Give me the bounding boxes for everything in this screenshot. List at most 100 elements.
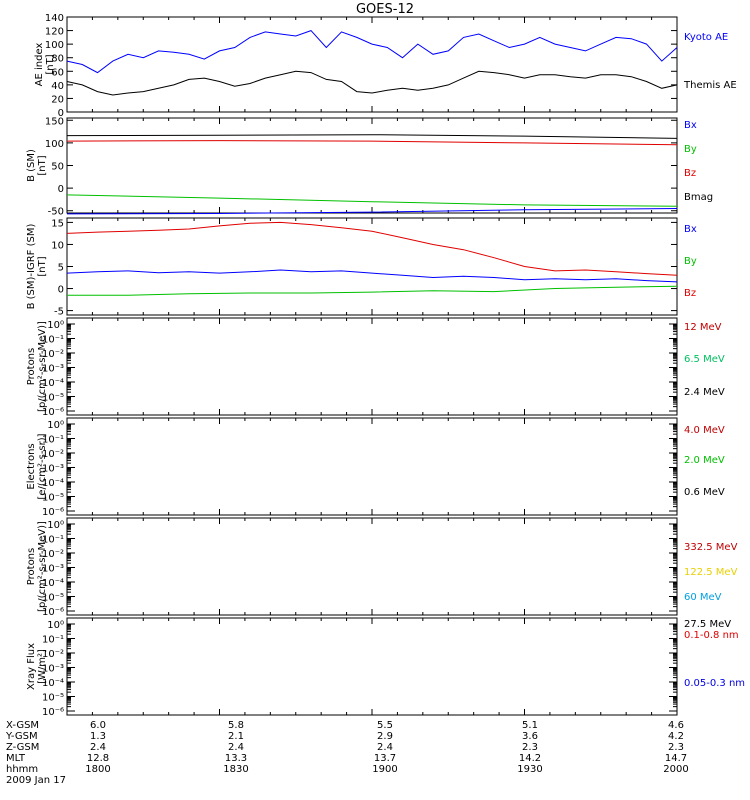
ephemeris-value: 2.4	[228, 742, 244, 753]
y-axis-label: AE index[nT]	[34, 43, 56, 87]
y-axis-label-line: Xray Flux	[26, 643, 37, 690]
legend-label: 122.5 MeV	[684, 567, 738, 578]
panel-frame	[66, 417, 678, 516]
series-line-by	[66, 194, 678, 207]
ephemeris-row-label: MLT	[6, 753, 26, 764]
ephemeris-value: 2.4	[377, 742, 393, 753]
y-tick-label: 10⁻³	[42, 364, 64, 375]
legend-label: By	[684, 256, 697, 267]
ephemeris-row-label: hhmm	[6, 764, 38, 775]
ephemeris-value: 1900	[372, 764, 397, 775]
ephemeris-value: 13.3	[225, 753, 247, 764]
series-line-kyoto-ae	[66, 30, 678, 74]
y-tick-label: 10⁻⁴	[42, 378, 64, 389]
y-axis-label: Electrons[e/(cm²-s-sr)]	[26, 433, 48, 499]
y-tick-label: 10⁻³	[42, 664, 64, 675]
ephemeris-value: 2.3	[522, 742, 538, 753]
ephemeris-value: 4.2	[668, 731, 684, 742]
legend-label: Bz	[684, 288, 696, 299]
legend-label: 4.0 MeV	[684, 425, 725, 436]
y-axis-label-line: B (SM)	[26, 149, 37, 182]
panel-6: Protons[p/(cm²-s-sr-MeV)]10⁻⁶ 10⁻⁵ 10⁻⁴ 10⁻…	[26, 517, 738, 630]
y-axis-label: B (SM)-IGRF (SM)[nT]	[26, 224, 48, 310]
y-tick-label: 120	[45, 27, 64, 38]
series-line-bmag	[66, 134, 678, 139]
ephemeris-value: 1.3	[90, 731, 106, 742]
y-axis-label-line: [p/(cm²-s-sr-MeV)]	[37, 321, 48, 412]
y-tick-label: 10⁻³	[42, 564, 64, 575]
y-tick-label: -5	[54, 307, 64, 318]
series-line-bx	[66, 208, 678, 215]
series-line-bz	[66, 221, 678, 276]
y-axis-label-line: Protons	[26, 348, 37, 385]
y-tick-label: 10⁻⁵	[42, 693, 64, 704]
ephemeris-value: 2000	[663, 764, 688, 775]
y-tick-label: 10⁻⁵	[42, 393, 64, 404]
y-axis-label-line: [nT]	[37, 155, 48, 175]
ephemeris-value: 1930	[517, 764, 542, 775]
ephemeris-row-label: X-GSM	[6, 720, 39, 731]
ephemeris-value: 2.1	[228, 731, 244, 742]
ephemeris-value: 13.7	[374, 753, 396, 764]
legend-label: 0.6 MeV	[684, 487, 725, 498]
y-tick-label: 0	[58, 108, 64, 119]
ephemeris-value: 5.1	[522, 720, 538, 731]
y-tick-label: 60	[51, 67, 64, 78]
y-axis-label-line: [nT]	[45, 54, 56, 74]
y-axis-label-line: Electrons	[26, 443, 37, 489]
ephemeris-value: 2.4	[90, 742, 106, 753]
legend-label: 60 MeV	[684, 592, 722, 603]
ephemeris-value: 6.0	[90, 720, 106, 731]
y-tick-label: 10⁻⁴	[42, 478, 64, 489]
y-axis-label-line: AE index	[34, 43, 45, 87]
panel-frame	[66, 16, 678, 113]
y-tick-label: 10⁰	[47, 620, 64, 631]
y-axis-label-line: B (SM)-IGRF (SM)	[26, 224, 37, 310]
series-line-by	[67, 285, 678, 296]
ephemeris-value: 3.6	[522, 731, 538, 742]
y-tick-label: 10⁰	[47, 320, 64, 331]
ephemeris-value: 5.5	[377, 720, 393, 731]
y-tick-label: 10⁰	[47, 420, 64, 431]
y-tick-label: 10⁻³	[42, 464, 64, 475]
ephemeris-value: 12.8	[87, 753, 109, 764]
y-tick-label: 10⁻⁴	[42, 578, 64, 589]
y-tick-label: 140	[45, 13, 64, 24]
legend-label: 27.5 MeV	[684, 619, 731, 630]
y-tick-label: 80	[51, 54, 64, 65]
ephemeris-value: 14.7	[665, 753, 687, 764]
ephemeris-value: 5.8	[228, 720, 244, 731]
y-axis-label-line: Protons	[26, 548, 37, 585]
panel-frame	[66, 317, 678, 416]
panel-frame	[66, 117, 678, 214]
ephemeris-date: 2009 Jan 17	[6, 775, 66, 786]
ephemeris-value: 1800	[85, 764, 110, 775]
y-tick-label: 10⁻⁶	[42, 507, 64, 518]
legend-label: Bz	[684, 168, 696, 179]
plot-title: GOES-12	[356, 2, 414, 17]
y-tick-label: 10⁻²	[42, 449, 64, 460]
legend-label: Kyoto AE	[684, 32, 728, 43]
ephemeris-value: 2.3	[668, 742, 684, 753]
panel-4: Protons[p/(cm²-s-sr-MeV)]10⁻⁶ 10⁻⁵ 10⁻⁴ 10⁻…	[26, 317, 725, 418]
panel-frame	[66, 217, 678, 316]
y-tick-label: 10⁻⁴	[42, 678, 64, 689]
panel-frame	[66, 517, 678, 616]
y-axis-label-line: [nT]	[37, 256, 48, 276]
y-tick-label: 15	[51, 218, 64, 229]
y-tick-label: 20	[51, 94, 64, 105]
y-tick-label: 0	[58, 184, 64, 195]
legend-label: 332.5 MeV	[684, 542, 738, 553]
legend-label: 2.0 MeV	[684, 455, 725, 466]
y-tick-label: 10⁻⁶	[42, 407, 64, 418]
y-tick-label: 0	[58, 285, 64, 296]
y-tick-label: 10⁻¹	[42, 435, 64, 446]
legend-label: 2.4 MeV	[684, 387, 725, 398]
y-axis-label-line: [e/(cm²-s-sr)]	[37, 433, 48, 499]
legend-label: Themis AE	[683, 80, 737, 91]
y-axis-label: Xray Flux[W/m²]	[26, 643, 48, 690]
y-tick-label: 10⁻¹	[42, 635, 64, 646]
y-tick-label: 100	[45, 139, 64, 150]
y-tick-label: 10	[51, 240, 64, 251]
